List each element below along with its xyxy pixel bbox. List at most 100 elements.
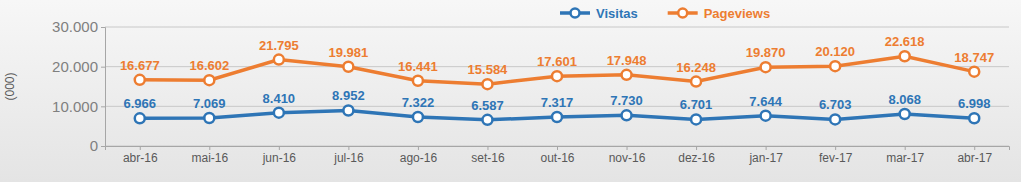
data-label: 16.441 (398, 59, 438, 74)
data-label: 7.644 (749, 94, 782, 109)
x-tick: out-16 (540, 146, 574, 165)
y-tick: 10.000 (52, 98, 105, 115)
data-label: 21.795 (259, 38, 299, 53)
data-label: 8.952 (332, 88, 365, 103)
plot-area: 0 10.000 20.000 30.000 abr-16 mai-16 jun-16 jul… (52, 18, 1009, 164)
data-label: 7.730 (610, 93, 643, 108)
x-tick-label: abr-17 (957, 151, 992, 165)
series-marker (482, 115, 492, 125)
x-tick-mark (835, 146, 836, 150)
x-tick-label: jan-17 (748, 151, 783, 165)
data-label: 6.587 (471, 98, 504, 113)
data-label: 6.701 (680, 97, 713, 112)
x-tick-mark (766, 146, 767, 150)
legend: Visitas Pageviews (560, 6, 770, 21)
series-marker (691, 77, 701, 87)
series-marker (969, 67, 979, 77)
x-tick-label: mar-17 (886, 151, 924, 165)
data-labels: 6.9667.0698.4108.9527.3226.5877.3177.730… (120, 34, 994, 113)
x-tick-mark (418, 146, 419, 150)
data-label: 7.069 (193, 96, 226, 111)
x-tick-mark (279, 146, 280, 150)
y-axis-line (101, 28, 106, 147)
series-marker (552, 112, 562, 122)
series-marker (761, 111, 771, 121)
series-marker (482, 79, 492, 89)
y-tick-label: 0 (90, 137, 98, 154)
y-tick: 30.000 (52, 18, 105, 35)
series-marker (830, 114, 840, 124)
data-label: 6.703 (819, 97, 852, 112)
series-marker (413, 76, 423, 86)
x-tick-label: ago-16 (400, 151, 438, 165)
y-tick-mark (101, 67, 105, 68)
x-tick-mark (348, 146, 349, 150)
series-marker (622, 110, 632, 120)
x-tick-mark (974, 146, 975, 150)
y-tick-mark (101, 146, 105, 147)
x-tick-label: set-16 (471, 151, 505, 165)
y-tick-label: 30.000 (52, 18, 98, 35)
x-tick-mark (487, 146, 488, 150)
legend-item: Visitas (560, 6, 638, 21)
series-marker (135, 113, 145, 123)
series-marker (691, 114, 701, 124)
data-label: 7.317 (541, 95, 574, 110)
y-tick-label: 20.000 (52, 58, 98, 75)
x-tick-mark (557, 146, 558, 150)
data-label: 22.618 (885, 34, 925, 49)
data-label: 8.068 (888, 92, 921, 107)
x-tick: mai-16 (191, 146, 228, 165)
x-tick-label: out-16 (540, 151, 574, 165)
series-marker (761, 62, 771, 72)
grid (105, 27, 1009, 146)
x-tick: jun-16 (262, 146, 297, 165)
series-marker (343, 105, 353, 115)
series-marker (969, 113, 979, 123)
grid-line (105, 27, 1009, 28)
legend-marker (571, 9, 580, 18)
data-label: 16.677 (120, 58, 160, 73)
series-marker (274, 55, 284, 65)
y-axis: 0 10.000 20.000 30.000 (52, 18, 105, 154)
series-marker (204, 113, 214, 123)
x-tick: set-16 (471, 146, 505, 165)
x-tick: nov-16 (609, 146, 646, 165)
data-label: 17.601 (537, 54, 577, 69)
y-tick-label: 10.000 (52, 98, 98, 115)
x-tick-label: dez-16 (678, 151, 715, 165)
data-label: 19.981 (329, 45, 369, 60)
x-axis-line (106, 147, 1010, 151)
data-label: 6.998 (958, 96, 991, 111)
x-tick-mark (209, 146, 210, 150)
x-tick-label: nov-16 (609, 151, 646, 165)
series-marker (343, 62, 353, 72)
data-label: 19.870 (746, 45, 786, 60)
x-tick-label: jun-16 (262, 151, 297, 165)
data-label: 16.248 (676, 60, 716, 75)
series-marker (135, 75, 145, 85)
data-label: 17.948 (607, 53, 647, 68)
data-label: 15.584 (468, 62, 509, 77)
data-label: 20.120 (815, 44, 855, 59)
data-label: 16.602 (189, 58, 229, 73)
x-tick: mar-17 (886, 146, 924, 165)
y-tick-mark (101, 27, 105, 28)
x-tick-label: fev-17 (819, 151, 853, 165)
x-tick-mark (696, 146, 697, 150)
x-tick-label: mai-16 (191, 151, 228, 165)
x-tick-label: abr-16 (123, 151, 158, 165)
x-tick: jul-16 (333, 146, 364, 165)
x-tick-mark (905, 146, 906, 150)
series-marker (830, 61, 840, 71)
chart: 0 10.000 20.000 30.000 abr-16 mai-16 jun-16 jul… (0, 0, 1021, 182)
series-marker (413, 112, 423, 122)
legend-item: Pageviews (668, 6, 771, 21)
y-tick-mark (101, 106, 105, 107)
x-tick-mark (627, 146, 628, 150)
x-tick: ago-16 (400, 146, 438, 165)
series-marker (204, 75, 214, 85)
data-label: 7.322 (402, 95, 435, 110)
legend-label: Pageviews (704, 6, 771, 21)
x-axis: abr-16 mai-16 jun-16 jul-16 ago-16 set-16 out-… (106, 146, 1010, 165)
